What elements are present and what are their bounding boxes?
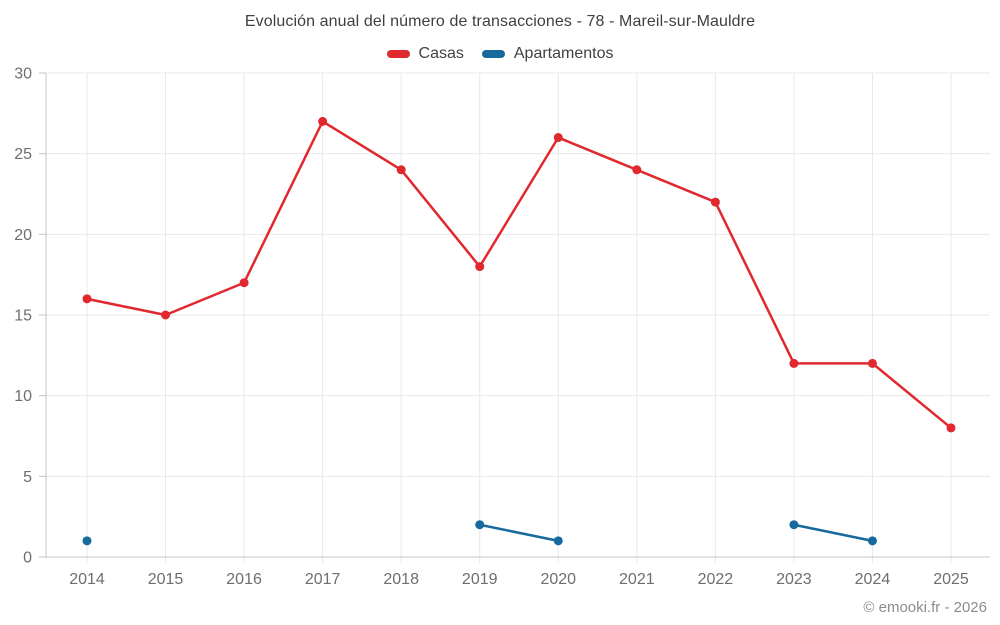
x-tick-label: 2017 [305,571,341,588]
legend-label: Casas [418,45,464,62]
data-point-casas-2016 [239,278,249,288]
x-tick-label: 2019 [462,571,498,588]
x-tick-label: 2025 [933,571,969,588]
data-point-apartamentos-2020 [553,536,563,546]
data-point-casas-2014 [82,294,92,304]
data-point-casas-2023 [789,358,799,368]
series-casas [82,116,956,433]
legend-swatch-icon [481,50,505,58]
x-tick-label: 2023 [776,571,812,588]
vertical-gridlines [86,73,952,563]
y-axis-labels: 0 5 10 15 20 25 30 [14,66,32,567]
data-point-casas-2024 [867,358,877,368]
chart-title: Evolución anual del número de transaccio… [244,13,756,30]
data-point-apartamentos-2014 [82,536,92,546]
x-tick-label: 2021 [619,571,655,588]
legend-label: Apartamentos [513,45,614,62]
y-tick-label: 20 [14,227,32,244]
data-point-casas-2015 [161,310,171,320]
legend-swatch-icon [386,50,410,58]
y-tick-label: 25 [14,146,32,163]
data-point-casas-2021 [632,165,642,175]
x-axis-labels: 2014 2015 2016 2017 2018 2019 2020 2021 2022 2023… [69,571,969,588]
y-tick-label: 5 [23,469,32,486]
data-point-apartamentos-2023 [789,520,799,530]
x-tick-label: 2020 [540,571,576,588]
y-tick-label: 15 [14,308,32,325]
data-point-casas-2020 [553,133,563,143]
x-tick-label: 2014 [69,571,105,588]
apartamentos-line [792,523,874,543]
legend-item-apartamentos[interactable]: Apartamentos [481,45,614,63]
x-tick-label: 2024 [855,571,891,588]
casas-line [85,120,953,430]
chart-legend: Casas Apartamentos [0,45,1000,63]
x-tick-label: 2022 [698,571,734,588]
data-point-casas-2019 [475,262,485,272]
axes [45,73,990,558]
data-point-casas-2018 [396,165,406,175]
horizontal-gridlines [39,72,990,558]
data-point-casas-2022 [710,197,720,207]
x-tick-label: 2015 [148,571,184,588]
data-point-casas-2025 [946,423,956,433]
series-apartamentos [82,520,877,546]
y-tick-label: 30 [14,66,32,83]
attribution: © emooki.fr - 2026 [863,599,987,616]
x-tick-label: 2016 [226,571,262,588]
x-tick-label: 2018 [383,571,419,588]
apartamentos-line [478,523,560,543]
legend-item-casas[interactable]: Casas [386,45,464,63]
y-tick-label: 10 [14,388,32,405]
data-point-apartamentos-2019 [475,520,485,530]
y-tick-label: 0 [23,550,32,567]
data-point-casas-2017 [318,116,328,126]
data-point-apartamentos-2024 [867,536,877,546]
